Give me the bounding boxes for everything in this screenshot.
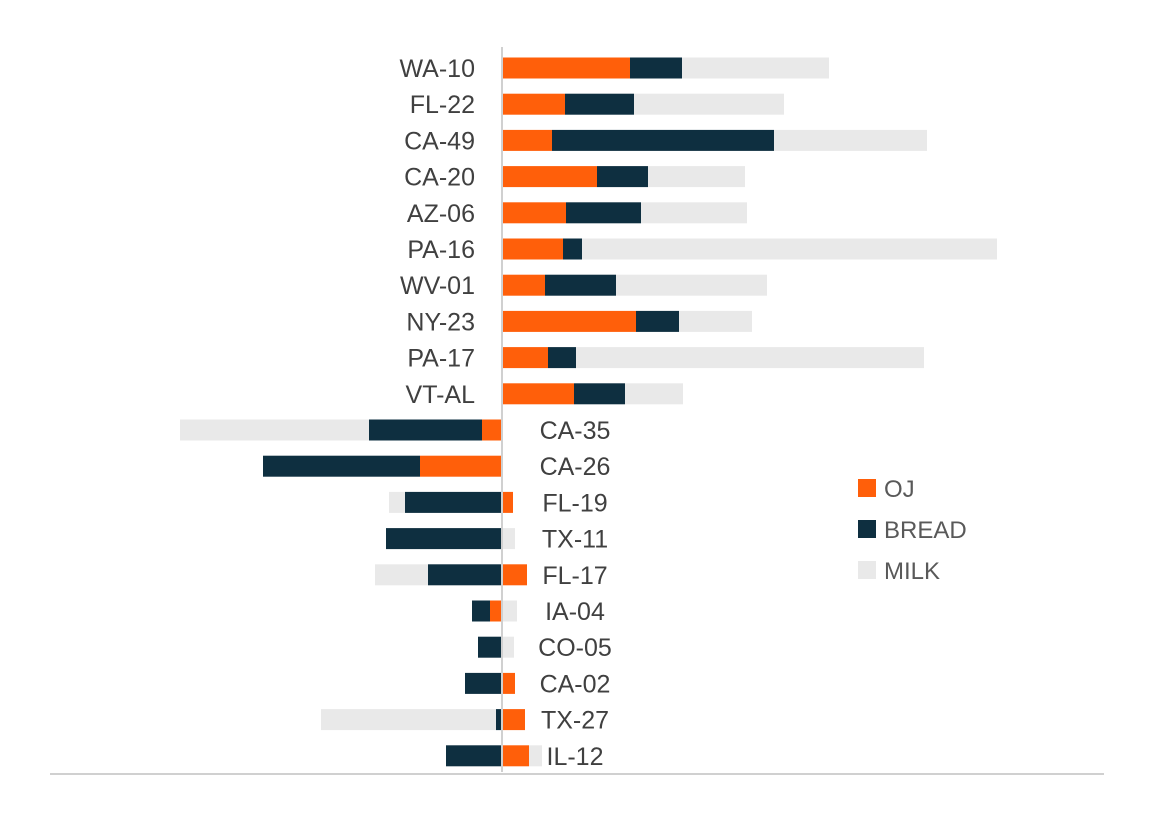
bar-bread-wa-10 [630,57,682,79]
bar-bread-ca-02 [465,672,502,694]
bar-oj-wv-01 [502,274,545,296]
bar-milk-wa-10 [682,57,829,79]
bar-milk-ca-49 [774,129,927,151]
bar-bread-az-06 [566,202,641,224]
bar-bread-wv-01 [545,274,616,296]
category-label: WV-01 [400,272,475,300]
bar-bread-fl-17 [428,564,502,586]
bar-oj-ca-35 [482,419,502,441]
bar-oj-ca-26 [420,455,502,477]
bar-oj-pa-17 [502,347,548,369]
bar-oj-tx-27 [502,709,525,731]
bar-bread-ny-23 [636,310,679,332]
category-label: CA-49 [404,127,475,155]
bar-milk-pa-17 [576,347,924,369]
category-label: PA-16 [407,236,475,264]
category-label: VT-AL [406,381,476,409]
bar-bread-ia-04 [472,600,490,622]
category-label: CA-02 [540,670,611,698]
legend-label-milk: MILK [884,558,940,585]
bar-oj-wa-10 [502,57,630,79]
category-label: FL-17 [542,562,607,590]
bar-milk-tx-27 [321,709,496,731]
bar-milk-fl-22 [634,93,784,115]
bar-bread-vt-al [574,383,625,405]
bar-oj-ca-20 [502,166,597,188]
category-label: CO-05 [538,634,612,662]
bar-milk-wv-01 [616,274,767,296]
bar-oj-ia-04 [490,600,502,622]
bars-layer [180,57,997,767]
bar-milk-ia-04 [502,600,517,622]
bar-milk-fl-19 [389,491,405,513]
bar-milk-co-05 [502,636,514,658]
category-label: CA-35 [540,417,611,445]
category-label: CA-26 [540,453,611,481]
legend: OJ BREAD MILK [858,476,967,585]
bar-bread-il-12 [446,745,502,767]
bar-oj-ny-23 [502,310,636,332]
bar-milk-ca-20 [648,166,745,188]
bar-oj-fl-19 [502,491,513,513]
bar-oj-az-06 [502,202,566,224]
category-label: FL-19 [542,489,607,517]
bar-bread-pa-17 [548,347,576,369]
bar-milk-tx-11 [502,528,515,550]
category-label: WA-10 [400,55,475,83]
bar-milk-pa-16 [582,238,997,260]
category-label: AZ-06 [407,200,475,228]
bar-milk-fl-17 [375,564,428,586]
legend-swatch-oj [858,479,876,497]
bar-bread-ca-35 [369,419,482,441]
bar-bread-ca-26 [263,455,420,477]
bar-bread-tx-11 [386,528,502,550]
bar-oj-pa-16 [502,238,563,260]
bar-bread-pa-16 [563,238,582,260]
bar-oj-ca-02 [502,672,515,694]
bar-oj-fl-22 [502,93,565,115]
category-label: IL-12 [547,743,604,771]
category-label: TX-11 [542,526,608,554]
bar-bread-fl-19 [405,491,502,513]
bar-bread-tx-27 [496,709,502,731]
bar-bread-co-05 [478,636,502,658]
category-label: CA-20 [404,164,475,192]
bar-milk-az-06 [641,202,747,224]
legend-swatch-bread [858,520,876,538]
bar-bread-ca-20 [597,166,648,188]
legend-label-oj: OJ [884,476,915,503]
bar-bread-ca-49 [552,129,774,151]
legend-swatch-milk [858,561,876,579]
bar-bread-fl-22 [565,93,634,115]
category-labels: WA-10 FL-22 CA-49 CA-20 AZ-06 PA-16 WV-01 NY-23… [400,55,612,771]
category-label: TX-27 [541,707,609,735]
bar-oj-ca-49 [502,129,552,151]
category-label: FL-22 [410,91,475,119]
bar-oj-vt-al [502,383,574,405]
bar-milk-ny-23 [679,310,752,332]
legend-label-bread: BREAD [884,517,967,544]
bar-oj-il-12 [502,745,529,767]
bar-oj-fl-17 [502,564,527,586]
bar-milk-il-12 [529,745,542,767]
bar-milk-ca-35 [180,419,369,441]
category-label: IA-04 [545,598,605,626]
category-label: NY-23 [406,308,475,336]
bar-milk-vt-al [625,383,683,405]
category-label: PA-17 [407,345,475,373]
